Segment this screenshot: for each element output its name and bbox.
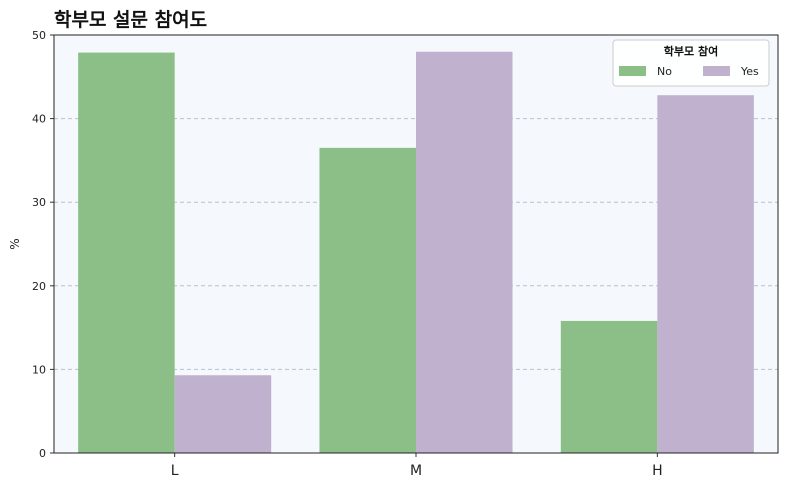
- y-tick-label: 40: [32, 113, 46, 126]
- bar-no-h: [560, 320, 658, 453]
- legend-label-yes: Yes: [740, 65, 759, 78]
- bar-yes-h: [657, 95, 754, 453]
- x-tick-label: H: [652, 463, 663, 479]
- plot-frame: [53, 34, 779, 454]
- bar-yes-m: [416, 51, 513, 453]
- y-tick-label: 0: [39, 447, 46, 460]
- y-tick-label: 30: [32, 196, 46, 209]
- bar-yes-l: [174, 375, 272, 453]
- x-tick-label: M: [410, 463, 422, 479]
- bar-no-m: [319, 147, 416, 454]
- bar-no-l: [78, 52, 175, 453]
- legend-swatch-yes: [703, 66, 730, 76]
- y-axis-label: %: [8, 238, 22, 249]
- chart-title: 학부모 설문 참여도: [54, 9, 208, 31]
- legend-title: 학부모 참여: [664, 44, 718, 58]
- y-tick-label: 20: [32, 280, 46, 293]
- legend-label-no: No: [657, 65, 672, 78]
- legend-swatch-no: [619, 66, 646, 76]
- x-tick-label: L: [171, 463, 179, 479]
- y-tick-label: 10: [32, 363, 46, 376]
- y-tick-label: 50: [32, 29, 46, 42]
